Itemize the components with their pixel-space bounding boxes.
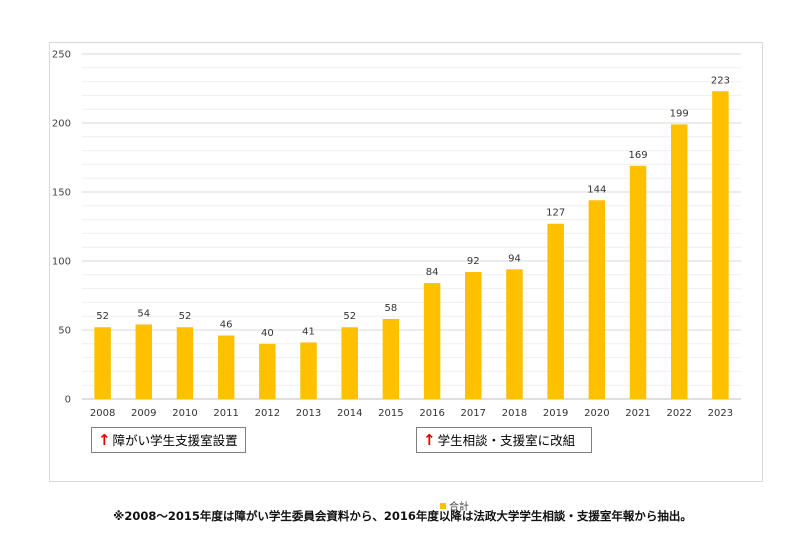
- data-label: 52: [343, 311, 356, 322]
- annotation-office-reorganized: ↑ 学生相談・支援室に改組: [416, 427, 592, 453]
- x-tick-label: 2015: [378, 408, 403, 419]
- bar: [423, 283, 441, 399]
- data-label: 92: [467, 256, 480, 267]
- source-footnote: ※2008～2015年度は障がい学生委員会資料から、2016年度以降は法政大学学…: [113, 509, 692, 523]
- bar: [176, 327, 194, 399]
- x-tick-label: 2020: [584, 408, 609, 419]
- x-tick-label: 2012: [255, 408, 280, 419]
- data-label: 40: [261, 328, 274, 339]
- bar: [382, 318, 400, 399]
- x-tick-label: 2011: [213, 408, 238, 419]
- bar: [259, 343, 276, 399]
- annotation-text: 学生相談・支援室に改組: [437, 433, 576, 448]
- x-tick-label: 2013: [296, 408, 321, 419]
- annotation-office-established: ↑ 障がい学生支援室設置: [91, 427, 246, 453]
- data-label: 54: [137, 308, 150, 319]
- legend-swatch: [440, 503, 446, 509]
- x-tick-label: 2017: [461, 408, 486, 419]
- bar: [135, 324, 153, 399]
- chart-legend: 合計: [440, 501, 469, 515]
- data-label: 199: [670, 108, 689, 119]
- x-tick-label: 2009: [131, 408, 156, 419]
- up-arrow-icon: ↑: [98, 431, 111, 449]
- x-tick-label: 2021: [625, 408, 650, 419]
- bar: [629, 165, 647, 399]
- bar: [341, 327, 358, 399]
- x-tick-label: 2019: [543, 408, 568, 419]
- x-tick-label: 2016: [419, 408, 444, 419]
- bar: [465, 272, 482, 399]
- up-arrow-icon: ↑: [423, 431, 436, 449]
- chart-area: 0 50 100 150 200 250 52 2008 54 2009 52 2010 46 2011 4…: [49, 42, 763, 513]
- bar: [670, 124, 688, 399]
- data-label: 46: [220, 320, 233, 331]
- y-tick-label: 200: [52, 119, 71, 130]
- y-tick-label: 250: [52, 50, 71, 61]
- x-tick-label: 2010: [172, 408, 197, 419]
- data-label: 84: [426, 267, 439, 278]
- y-tick-label: 100: [52, 257, 71, 268]
- bar: [547, 223, 564, 399]
- data-label: 223: [711, 75, 730, 86]
- y-tick-label: 0: [65, 395, 71, 406]
- data-label: 52: [96, 311, 109, 322]
- data-label: 58: [385, 303, 398, 314]
- x-tick-label: 2014: [337, 408, 362, 419]
- bar: [94, 327, 111, 399]
- bar: [506, 269, 523, 399]
- bar: [712, 91, 729, 399]
- x-tick-label: 2022: [666, 408, 691, 419]
- data-label: 52: [179, 311, 192, 322]
- data-label: 144: [587, 184, 606, 195]
- data-label: 169: [628, 150, 647, 161]
- data-label: 94: [508, 253, 521, 264]
- bar-chart: 0 50 100 150 200 250 52 2008 54 2009 52 2010 46 2011 4…: [52, 50, 741, 419]
- y-tick-label: 50: [58, 326, 71, 337]
- x-tick-label: 2023: [708, 408, 733, 419]
- y-tick-label: 150: [52, 188, 71, 199]
- x-tick-label: 2008: [90, 408, 115, 419]
- bar: [300, 342, 317, 399]
- data-label: 127: [546, 208, 565, 219]
- bar: [217, 335, 235, 399]
- legend-label: 合計: [449, 502, 469, 513]
- data-label: 41: [302, 326, 315, 337]
- annotation-text: 障がい学生支援室設置: [112, 433, 238, 448]
- x-tick-label: 2018: [502, 408, 527, 419]
- bar: [588, 200, 606, 399]
